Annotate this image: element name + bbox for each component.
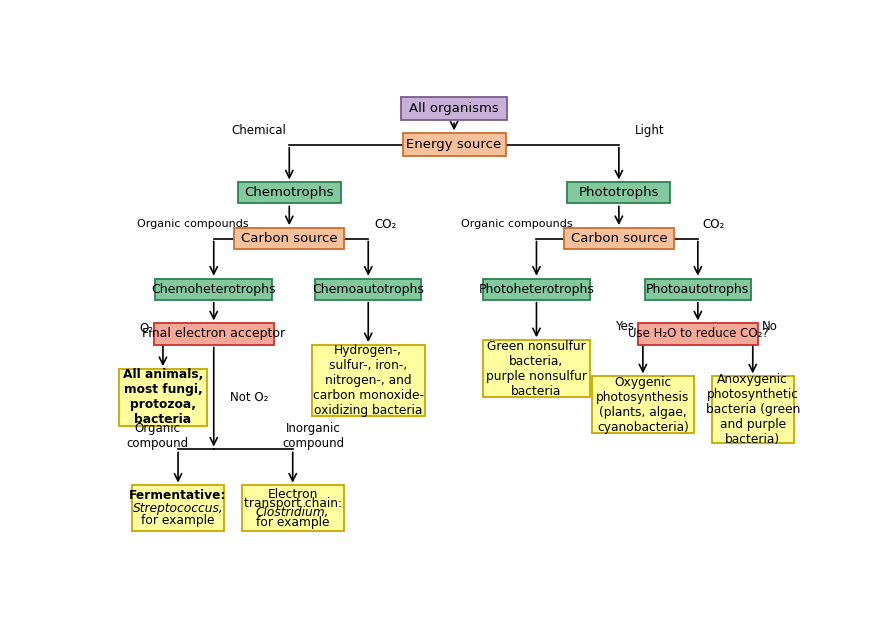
Text: Final electron acceptor: Final electron acceptor — [142, 328, 285, 341]
Text: Yes: Yes — [615, 320, 633, 333]
Text: Clostridium,: Clostridium, — [256, 506, 330, 519]
FancyBboxPatch shape — [234, 228, 344, 249]
Text: Chemotrophs: Chemotrophs — [245, 186, 334, 199]
Text: Electron: Electron — [268, 488, 318, 501]
Text: Chemoheterotrophs: Chemoheterotrophs — [152, 282, 276, 296]
Text: Use H₂O to reduce CO₂?: Use H₂O to reduce CO₂? — [627, 328, 768, 341]
Text: Oxygenic
photosynthesis
(plants, algae,
cyanobacteria): Oxygenic photosynthesis (plants, algae, … — [596, 376, 689, 434]
Text: Hydrogen-,
sulfur-, iron-,
nitrogen-, and
carbon monoxide-
oxidizing bacteria: Hydrogen-, sulfur-, iron-, nitrogen-, an… — [313, 344, 424, 417]
FancyBboxPatch shape — [711, 376, 794, 442]
Text: Fermentative:: Fermentative: — [129, 489, 227, 502]
Text: Carbon source: Carbon source — [571, 232, 667, 245]
Text: CO₂: CO₂ — [374, 217, 397, 231]
Text: Organic compounds: Organic compounds — [137, 219, 249, 229]
FancyBboxPatch shape — [155, 279, 272, 300]
FancyBboxPatch shape — [564, 228, 673, 249]
Text: transport chain:: transport chain: — [244, 497, 342, 510]
FancyBboxPatch shape — [153, 323, 274, 344]
FancyBboxPatch shape — [132, 485, 224, 531]
Text: Light: Light — [635, 124, 664, 137]
FancyBboxPatch shape — [237, 182, 341, 204]
Text: All animals,
most fungi,
protozoa,
bacteria: All animals, most fungi, protozoa, bacte… — [123, 368, 203, 426]
Text: Photoautotrophs: Photoautotrophs — [646, 282, 750, 296]
Text: Carbon source: Carbon source — [241, 232, 338, 245]
Text: Anoxygenic
photosynthetic
bacteria (green
and purple
bacteria): Anoxygenic photosynthetic bacteria (gree… — [705, 373, 800, 446]
FancyBboxPatch shape — [645, 279, 751, 300]
Text: Phototrophs: Phototrophs — [579, 186, 659, 199]
Text: CO₂: CO₂ — [703, 217, 725, 231]
FancyBboxPatch shape — [400, 97, 508, 120]
Text: No: No — [762, 320, 778, 333]
Text: for example: for example — [141, 514, 214, 527]
Text: O₂: O₂ — [139, 322, 153, 334]
FancyBboxPatch shape — [483, 279, 590, 300]
Text: Green nonsulfur
bacteria,
purple nonsulfur
bacteria: Green nonsulfur bacteria, purple nonsulf… — [486, 339, 587, 398]
Text: Inorganic
compound: Inorganic compound — [283, 422, 345, 450]
Text: Streptococcus,: Streptococcus, — [133, 502, 223, 514]
FancyBboxPatch shape — [312, 345, 425, 416]
Text: Organic compounds: Organic compounds — [462, 219, 573, 229]
FancyBboxPatch shape — [242, 485, 344, 531]
FancyBboxPatch shape — [315, 279, 422, 300]
FancyBboxPatch shape — [119, 369, 206, 426]
Text: Chemical: Chemical — [231, 124, 286, 137]
Text: Organic
compound: Organic compound — [127, 422, 189, 450]
Text: Energy source: Energy source — [407, 138, 501, 151]
Text: All organisms: All organisms — [409, 102, 499, 115]
Text: Photoheterotrophs: Photoheterotrophs — [478, 282, 595, 296]
FancyBboxPatch shape — [567, 182, 671, 204]
FancyBboxPatch shape — [402, 133, 506, 156]
Text: Chemoautotrophs: Chemoautotrophs — [312, 282, 424, 296]
Text: for example: for example — [256, 516, 330, 529]
Text: Not O₂: Not O₂ — [230, 391, 268, 404]
FancyBboxPatch shape — [483, 340, 590, 397]
FancyBboxPatch shape — [592, 376, 694, 433]
FancyBboxPatch shape — [638, 323, 758, 344]
